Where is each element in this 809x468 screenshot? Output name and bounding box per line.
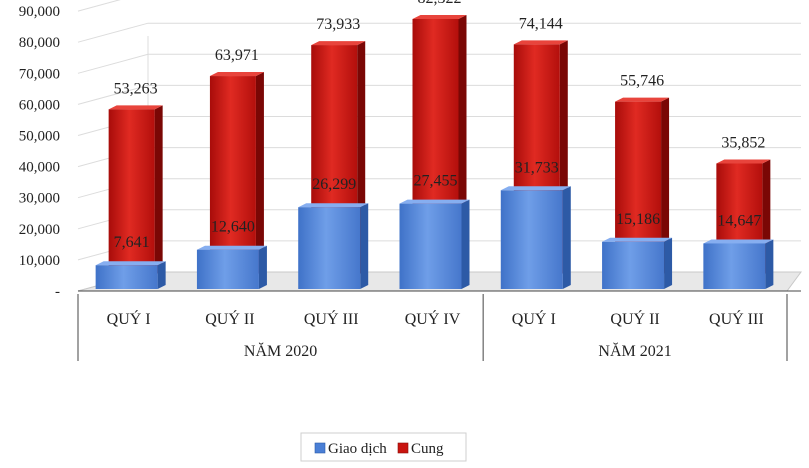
y-axis: - 10,000 20,000 30,000 40,000 50,000 60,000 70,… xyxy=(19,4,60,300)
bar-giao-dich-top xyxy=(703,239,774,244)
data-labels: 53,263 7,641 63,971 12,640 73,933 26,299 82,32… xyxy=(114,0,766,251)
bar-cung-top xyxy=(412,14,467,19)
data-label-giao-dich: 15,186 xyxy=(616,211,660,228)
bar-cung-top xyxy=(311,41,366,46)
bar-giao-dich-top xyxy=(399,199,470,204)
data-label-giao-dich: 12,640 xyxy=(211,219,255,236)
data-label-giao-dich: 7,641 xyxy=(114,234,150,251)
data-label-giao-dich: 27,455 xyxy=(414,173,458,190)
data-label-cung: 53,263 xyxy=(114,80,158,97)
data-label-cung: 63,971 xyxy=(215,47,259,64)
data-label-giao-dich: 26,299 xyxy=(312,176,356,193)
bar-giao-dich-front xyxy=(196,249,259,289)
data-label-cung: 35,852 xyxy=(721,135,765,152)
bar-giao-dich-top xyxy=(500,186,571,191)
bar-giao-dich-top xyxy=(602,237,673,242)
bar-giao-dich-front xyxy=(399,203,462,289)
y-tick-label: 60,000 xyxy=(19,97,60,113)
bar-giao-dich xyxy=(196,245,267,289)
bar-cung-top xyxy=(108,105,163,110)
x-group-label: NĂM 2021 xyxy=(598,341,671,360)
bar-cung xyxy=(108,105,163,275)
gridline xyxy=(77,22,801,43)
x-tick-label: QUÝ IV xyxy=(405,309,461,328)
bar-giao-dich-side xyxy=(765,239,774,289)
y-tick-label: 50,000 xyxy=(19,129,60,145)
bar-cung-top xyxy=(716,159,771,164)
bar-giao-dich-side xyxy=(360,203,369,289)
bar-giao-dich-front xyxy=(703,243,766,289)
bar-cung-front xyxy=(209,76,256,275)
y-tick-label: - xyxy=(55,284,60,300)
legend-border xyxy=(300,432,467,462)
gridline xyxy=(77,0,121,12)
bar-giao-dich-front xyxy=(500,190,563,289)
bar-cung-front xyxy=(108,109,155,275)
x-tick-label: QUÝ I xyxy=(107,309,151,328)
legend: Giao dịch Cung xyxy=(300,432,467,462)
bar-cung-top xyxy=(513,40,568,45)
bar-cung-side xyxy=(661,97,670,275)
bar-giao-dich-side xyxy=(258,245,267,289)
x-tick-label: QUÝ II xyxy=(205,309,254,328)
bar-giao-dich xyxy=(500,186,571,289)
y-tick-label: 90,000 xyxy=(19,4,60,20)
bar-cung-top xyxy=(615,97,670,102)
bar-giao-dich-front xyxy=(95,265,158,289)
bar-giao-dich xyxy=(95,261,166,289)
legend-swatch-cung xyxy=(397,442,409,454)
bar-giao-dich-side xyxy=(461,199,470,289)
bar-giao-dich-side xyxy=(664,237,673,289)
data-label-cung: 74,144 xyxy=(519,15,563,32)
bar-giao-dich-side xyxy=(157,261,166,289)
bar-giao-dich xyxy=(298,203,369,289)
bar-cung-side xyxy=(154,105,163,275)
x-tick-label: QUÝ II xyxy=(610,309,659,328)
data-label-giao-dich: 14,647 xyxy=(717,212,761,229)
y-tick-label: 40,000 xyxy=(19,160,60,176)
legend-label-giao-dich: Giao dịch xyxy=(328,441,387,457)
series-cung xyxy=(108,14,771,276)
data-label-cung: 55,746 xyxy=(620,73,664,90)
bar-cung-top xyxy=(209,72,264,77)
x-tick-label: QUÝ I xyxy=(512,309,556,328)
data-label-cung: 73,933 xyxy=(316,16,360,33)
bar-giao-dich-side xyxy=(562,186,571,289)
x-group-label: NĂM 2020 xyxy=(244,341,317,360)
bar-giao-dich-top xyxy=(95,261,166,266)
x-tick-label: QUÝ III xyxy=(304,309,359,328)
bar-giao-dich-front xyxy=(298,207,361,289)
data-label-giao-dich: 31,733 xyxy=(515,159,559,176)
bar-cung xyxy=(209,72,264,275)
bar-giao-dich-top xyxy=(196,245,267,250)
x-axis: QUÝ I QUÝ II QUÝ III QUÝ IV QUÝ I QUÝ II QUÝ I… xyxy=(77,290,801,361)
bar-giao-dich xyxy=(602,237,673,289)
y-tick-label: 20,000 xyxy=(19,222,60,238)
legend-swatch-giao-dich xyxy=(314,442,326,454)
series-giao-dich xyxy=(95,186,774,289)
bar-giao-dich xyxy=(703,239,774,289)
y-tick-label: 80,000 xyxy=(19,35,60,51)
bar-giao-dich xyxy=(399,199,470,289)
bar-cung-side xyxy=(255,72,264,275)
y-tick-label: 30,000 xyxy=(19,191,60,207)
x-tick-label: QUÝ III xyxy=(709,309,764,328)
legend-label-cung: Cung xyxy=(411,441,444,457)
data-label-cung: 82,322 xyxy=(418,0,462,7)
bar-giao-dich-top xyxy=(298,203,369,208)
y-tick-label: 70,000 xyxy=(19,66,60,82)
bar-giao-dich-front xyxy=(602,241,665,289)
y-tick-label: 10,000 xyxy=(19,253,60,269)
